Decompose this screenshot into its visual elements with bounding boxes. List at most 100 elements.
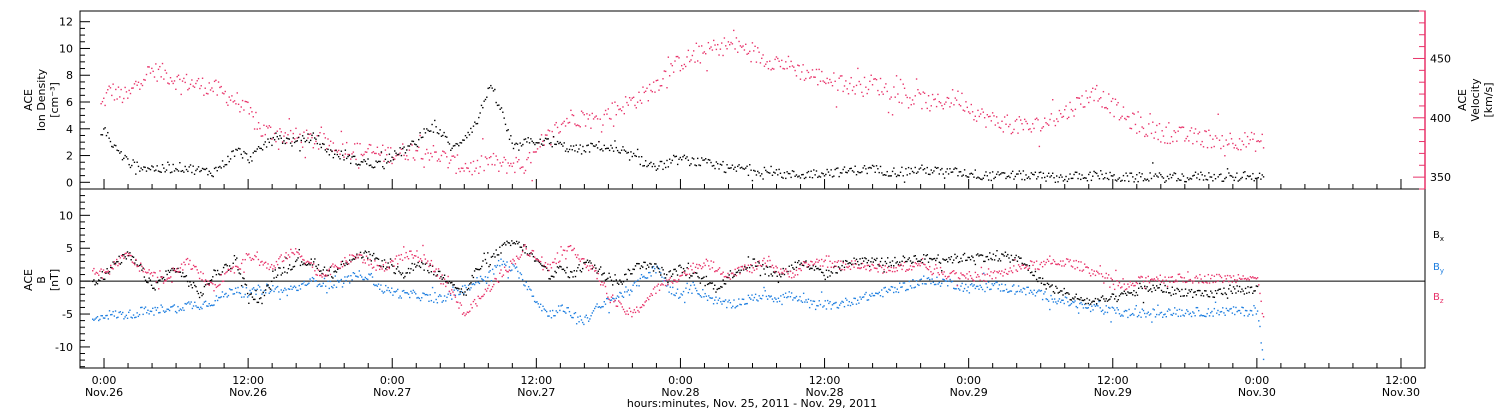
data-point-bz — [1146, 280, 1148, 283]
data-point-bz — [1236, 279, 1238, 281]
data-point-ion-density — [145, 170, 148, 172]
data-point-bz — [757, 264, 759, 267]
data-point-bx — [515, 240, 518, 243]
data-point-bz — [1047, 260, 1050, 262]
data-point-bx — [210, 279, 213, 281]
data-point-by — [475, 281, 477, 284]
data-point-bz — [434, 270, 436, 272]
data-point-by — [437, 295, 440, 298]
data-point-by — [1162, 316, 1164, 318]
data-point-bz — [539, 260, 542, 263]
data-point-by — [811, 303, 813, 306]
data-point-velocity — [1202, 146, 1205, 148]
data-point-bz — [776, 267, 778, 269]
data-point-velocity — [686, 56, 688, 58]
data-point-ion-density — [223, 165, 225, 168]
data-point-bx — [879, 260, 882, 263]
data-point-ion-density — [802, 173, 804, 176]
data-point-by — [362, 278, 364, 281]
data-point-velocity — [1084, 106, 1086, 108]
data-point-velocity — [1060, 113, 1062, 115]
data-point-bz — [467, 311, 470, 314]
data-point-bx — [858, 264, 860, 266]
data-point-bx — [716, 288, 718, 291]
data-point-ion-density — [522, 143, 524, 146]
data-point-by — [520, 273, 523, 276]
data-point-ion-density — [1154, 173, 1157, 175]
data-point-velocity — [741, 46, 743, 48]
data-point-bz — [316, 274, 318, 276]
data-point-bz — [930, 271, 932, 273]
data-point-by — [1014, 293, 1016, 295]
data-point-bz — [407, 258, 410, 260]
data-point-ion-density — [264, 141, 266, 143]
data-point-by — [164, 311, 166, 314]
data-point-bx — [663, 273, 666, 275]
data-point-bx — [412, 269, 415, 271]
data-point-bz — [1053, 260, 1056, 263]
data-point-bx — [152, 287, 154, 290]
data-point-bz — [257, 258, 260, 261]
data-point-velocity — [412, 157, 415, 159]
data-point-velocity — [452, 155, 455, 157]
data-point-bz — [403, 246, 405, 248]
data-point-velocity — [921, 107, 923, 110]
data-point-ion-density — [803, 177, 806, 180]
data-point-by — [766, 298, 769, 300]
data-point-velocity — [136, 84, 138, 86]
data-point-by — [201, 307, 203, 310]
data-point-bz — [913, 265, 915, 268]
data-point-ion-density — [519, 142, 521, 144]
data-point-ion-density — [778, 168, 780, 171]
data-point-by — [123, 318, 125, 320]
data-point-bx — [1176, 287, 1178, 290]
data-point-velocity — [1009, 123, 1011, 126]
data-point-ion-density — [822, 173, 824, 175]
data-point-velocity — [1181, 126, 1183, 128]
data-point-by — [636, 284, 638, 287]
data-point-ion-density — [1030, 172, 1033, 174]
data-point-ion-density — [1210, 176, 1213, 178]
data-point-bx — [566, 266, 568, 269]
data-point-bz — [243, 271, 245, 273]
data-point-bz — [663, 280, 666, 282]
data-point-bx — [1200, 294, 1202, 297]
data-point-bx — [630, 273, 632, 275]
data-point-velocity — [624, 96, 627, 98]
data-point-bz — [1241, 278, 1243, 280]
data-point-velocity — [630, 99, 632, 101]
data-point-ion-density — [668, 158, 671, 160]
data-point-bz — [992, 271, 995, 274]
data-point-by — [1086, 307, 1088, 309]
data-point-velocity — [524, 169, 527, 172]
data-point-bx — [262, 291, 264, 294]
data-point-velocity — [1156, 124, 1158, 127]
data-point-bz — [878, 263, 880, 265]
data-point-velocity — [522, 166, 524, 168]
data-point-ion-density — [550, 142, 552, 144]
data-point-ion-density — [1054, 181, 1057, 184]
data-point-bz — [1152, 279, 1154, 281]
data-point-ion-density — [985, 171, 987, 173]
data-point-bz — [1088, 272, 1091, 274]
data-point-bz — [1059, 260, 1062, 262]
data-point-velocity — [375, 152, 377, 155]
data-point-bx — [1139, 282, 1141, 285]
data-point-ion-density — [703, 159, 706, 161]
data-point-ion-density — [734, 166, 736, 169]
data-point-bx — [466, 288, 469, 291]
data-point-by — [321, 285, 323, 287]
data-point-bz — [424, 258, 427, 260]
data-point-ion-density — [627, 151, 629, 154]
data-point-by — [899, 282, 901, 284]
data-point-bz — [614, 299, 616, 302]
data-point-velocity — [183, 77, 185, 80]
data-point-ion-density — [1022, 170, 1025, 172]
data-point-velocity — [399, 152, 401, 154]
data-point-bz — [237, 266, 239, 268]
data-point-bx — [608, 272, 610, 275]
data-point-bx — [351, 259, 353, 261]
data-point-by — [788, 291, 790, 293]
data-point-bz — [1244, 277, 1247, 280]
data-point-bz — [1080, 261, 1082, 263]
